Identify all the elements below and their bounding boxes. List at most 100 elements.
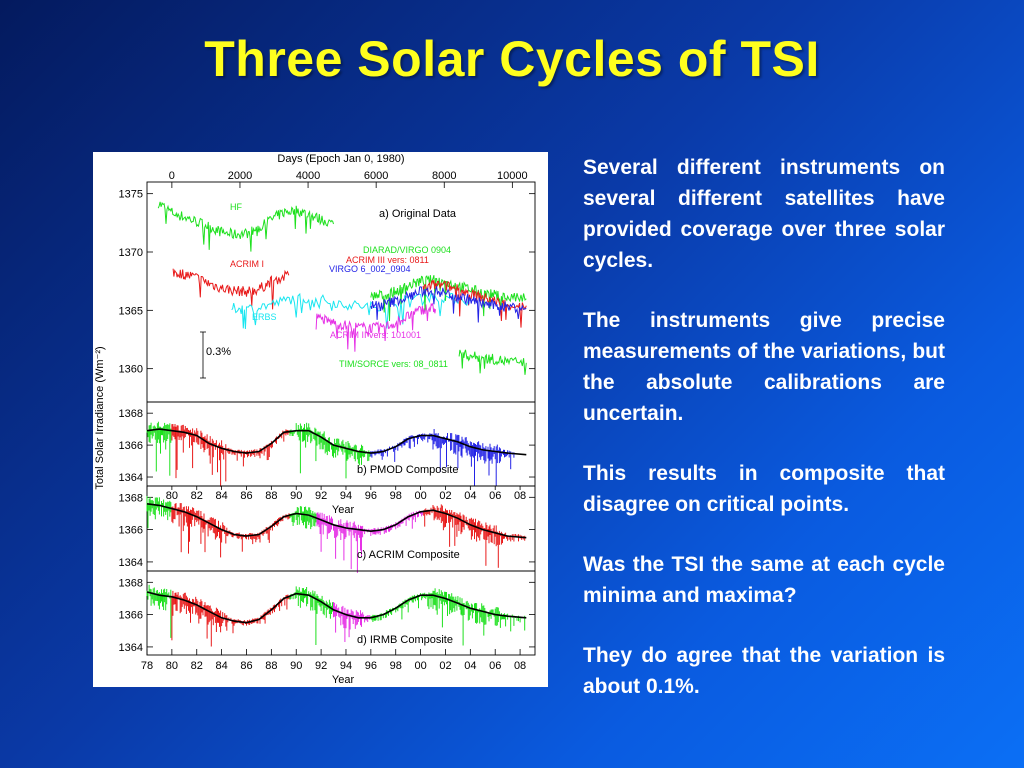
daily-data — [146, 421, 515, 487]
series-7 — [370, 286, 527, 323]
y-tick-label: 1375 — [119, 189, 143, 201]
series-2 — [172, 268, 290, 310]
y-tick-label: 1368 — [119, 492, 143, 504]
y-tick-label: 1364 — [119, 472, 143, 484]
top-axis-tick-label: 4000 — [296, 170, 320, 182]
year-tick-label: 96 — [365, 660, 377, 672]
year-tick-label: 84 — [215, 660, 227, 672]
series-3 — [231, 292, 471, 330]
x-axis-title-mid: Year — [332, 504, 355, 516]
bullet-4: Was the TSI the same at each cycle minim… — [583, 553, 945, 607]
series-label: HF — [230, 202, 242, 212]
bullet-list: Several different instruments on several… — [583, 152, 945, 731]
series-label: ACRIM II vers: 101001 — [330, 330, 421, 340]
y-tick-label: 1368 — [119, 577, 143, 589]
year-tick-label-mid: 04 — [464, 490, 476, 502]
x-axis-title: Year — [332, 674, 355, 686]
year-tick-label-mid: 98 — [390, 490, 402, 502]
y-axis-title: Total Solar Irradiance (Wm⁻²) — [94, 346, 106, 489]
year-tick-label-mid: 82 — [191, 490, 203, 502]
year-tick-label-mid: 80 — [166, 490, 178, 502]
panel-title: a) Original Data — [379, 208, 457, 220]
panel-title: b) PMOD Composite — [357, 464, 458, 476]
panel-4: 1368 1366 1364 d) IRMB Composite — [119, 570, 535, 654]
series-line — [370, 275, 527, 322]
series-line — [370, 286, 527, 323]
y-tick-label: 1364 — [119, 642, 143, 654]
top-axis-tick-label: 0 — [169, 170, 175, 182]
daily-data — [146, 584, 526, 647]
year-tick-label: 86 — [240, 660, 252, 672]
series-line — [172, 268, 290, 310]
y-tick-label: 1365 — [119, 305, 143, 317]
year-tick-label: 06 — [489, 660, 501, 672]
series-label: TIM/SORCE vers: 08_0811 — [339, 359, 448, 369]
tsi-chart: 1375 1370 1365 1360 HF ACRIM I ERBS ACRIM II ve… — [93, 152, 548, 687]
series-line — [231, 292, 471, 330]
y-tick-label: 1370 — [119, 247, 143, 259]
year-tick-label: 78 — [141, 660, 153, 672]
year-tick-label: 98 — [390, 660, 402, 672]
bullet-5: They do agree that the variation is abou… — [583, 644, 945, 698]
y-tick-label: 1368 — [119, 408, 143, 420]
panel-2: 1368 1366 1364 b) PMOD Composite — [119, 401, 535, 487]
year-tick-label-mid: 00 — [414, 490, 426, 502]
year-tick-label: 04 — [464, 660, 476, 672]
series-4 — [315, 302, 436, 352]
composite-line — [146, 591, 527, 624]
top-axis-tick-label: 8000 — [432, 170, 456, 182]
top-axis-label: Days (Epoch Jan 0, 1980) — [277, 153, 404, 165]
year-tick-label-mid: 02 — [439, 490, 451, 502]
year-tick-label-mid: 90 — [290, 490, 302, 502]
scale-bar-label: 0.3% — [206, 346, 231, 358]
panel-title: c) ACRIM Composite — [357, 549, 460, 561]
series-label: ACRIM I — [230, 259, 264, 269]
tsi-chart-svg: 1375 1370 1365 1360 HF ACRIM I ERBS ACRIM II ve… — [94, 153, 536, 686]
series-8 — [458, 349, 527, 375]
year-tick-label: 00 — [414, 660, 426, 672]
panel-title: d) IRMB Composite — [357, 634, 453, 646]
y-tick-label: 1366 — [119, 525, 143, 537]
year-tick-label-mid: 88 — [265, 490, 277, 502]
series-line — [315, 302, 436, 352]
panel-1: 1375 1370 1365 1360 HF ACRIM I ERBS ACRIM II ve… — [119, 189, 535, 379]
year-tick-label-mid: 86 — [240, 490, 252, 502]
slide-title: Three Solar Cycles of TSI — [204, 31, 820, 87]
year-tick-label-mid: 92 — [315, 490, 327, 502]
year-tick-label: 88 — [265, 660, 277, 672]
series-line — [157, 201, 334, 252]
composite-line — [146, 503, 527, 539]
year-tick-label-mid: 06 — [489, 490, 501, 502]
year-tick-label-mid: 08 — [514, 490, 526, 502]
series-label: VIRGO 6_002_0904 — [329, 264, 411, 274]
bullet-1: Several different instruments on several… — [583, 156, 945, 272]
year-tick-label-mid: 94 — [340, 490, 352, 502]
series-label: ERBS — [252, 312, 277, 322]
bullet-2: The instruments give precise measurement… — [583, 309, 945, 425]
year-tick-label: 90 — [290, 660, 302, 672]
series-line — [458, 349, 527, 375]
year-tick-label-mid: 96 — [365, 490, 377, 502]
series-1 — [157, 201, 334, 252]
plot-frame — [146, 181, 536, 656]
top-axis-tick-label: 2000 — [228, 170, 252, 182]
year-tick-label: 08 — [514, 660, 526, 672]
year-tick-label: 80 — [166, 660, 178, 672]
bullet-3: This results in composite that disagree … — [583, 462, 945, 516]
series-label: ACRIM III vers: 0811 — [346, 255, 429, 265]
composite-line — [146, 428, 527, 456]
series-5 — [370, 275, 527, 322]
y-tick-label: 1360 — [119, 364, 143, 376]
panel-3: 1368 1366 1364 c) ACRIM Composite — [119, 485, 535, 573]
top-axis-tick-label: 10000 — [497, 170, 528, 182]
y-tick-label: 1366 — [119, 610, 143, 622]
series-label: DIARAD/VIRGO 0904 — [363, 245, 451, 255]
year-tick-label: 92 — [315, 660, 327, 672]
year-tick-label-mid: 84 — [215, 490, 227, 502]
year-tick-label: 02 — [439, 660, 451, 672]
top-axis-tick-label: 6000 — [364, 170, 388, 182]
y-tick-label: 1366 — [119, 440, 143, 452]
year-tick-label: 82 — [191, 660, 203, 672]
year-tick-label: 94 — [340, 660, 352, 672]
y-tick-label: 1364 — [119, 557, 143, 569]
